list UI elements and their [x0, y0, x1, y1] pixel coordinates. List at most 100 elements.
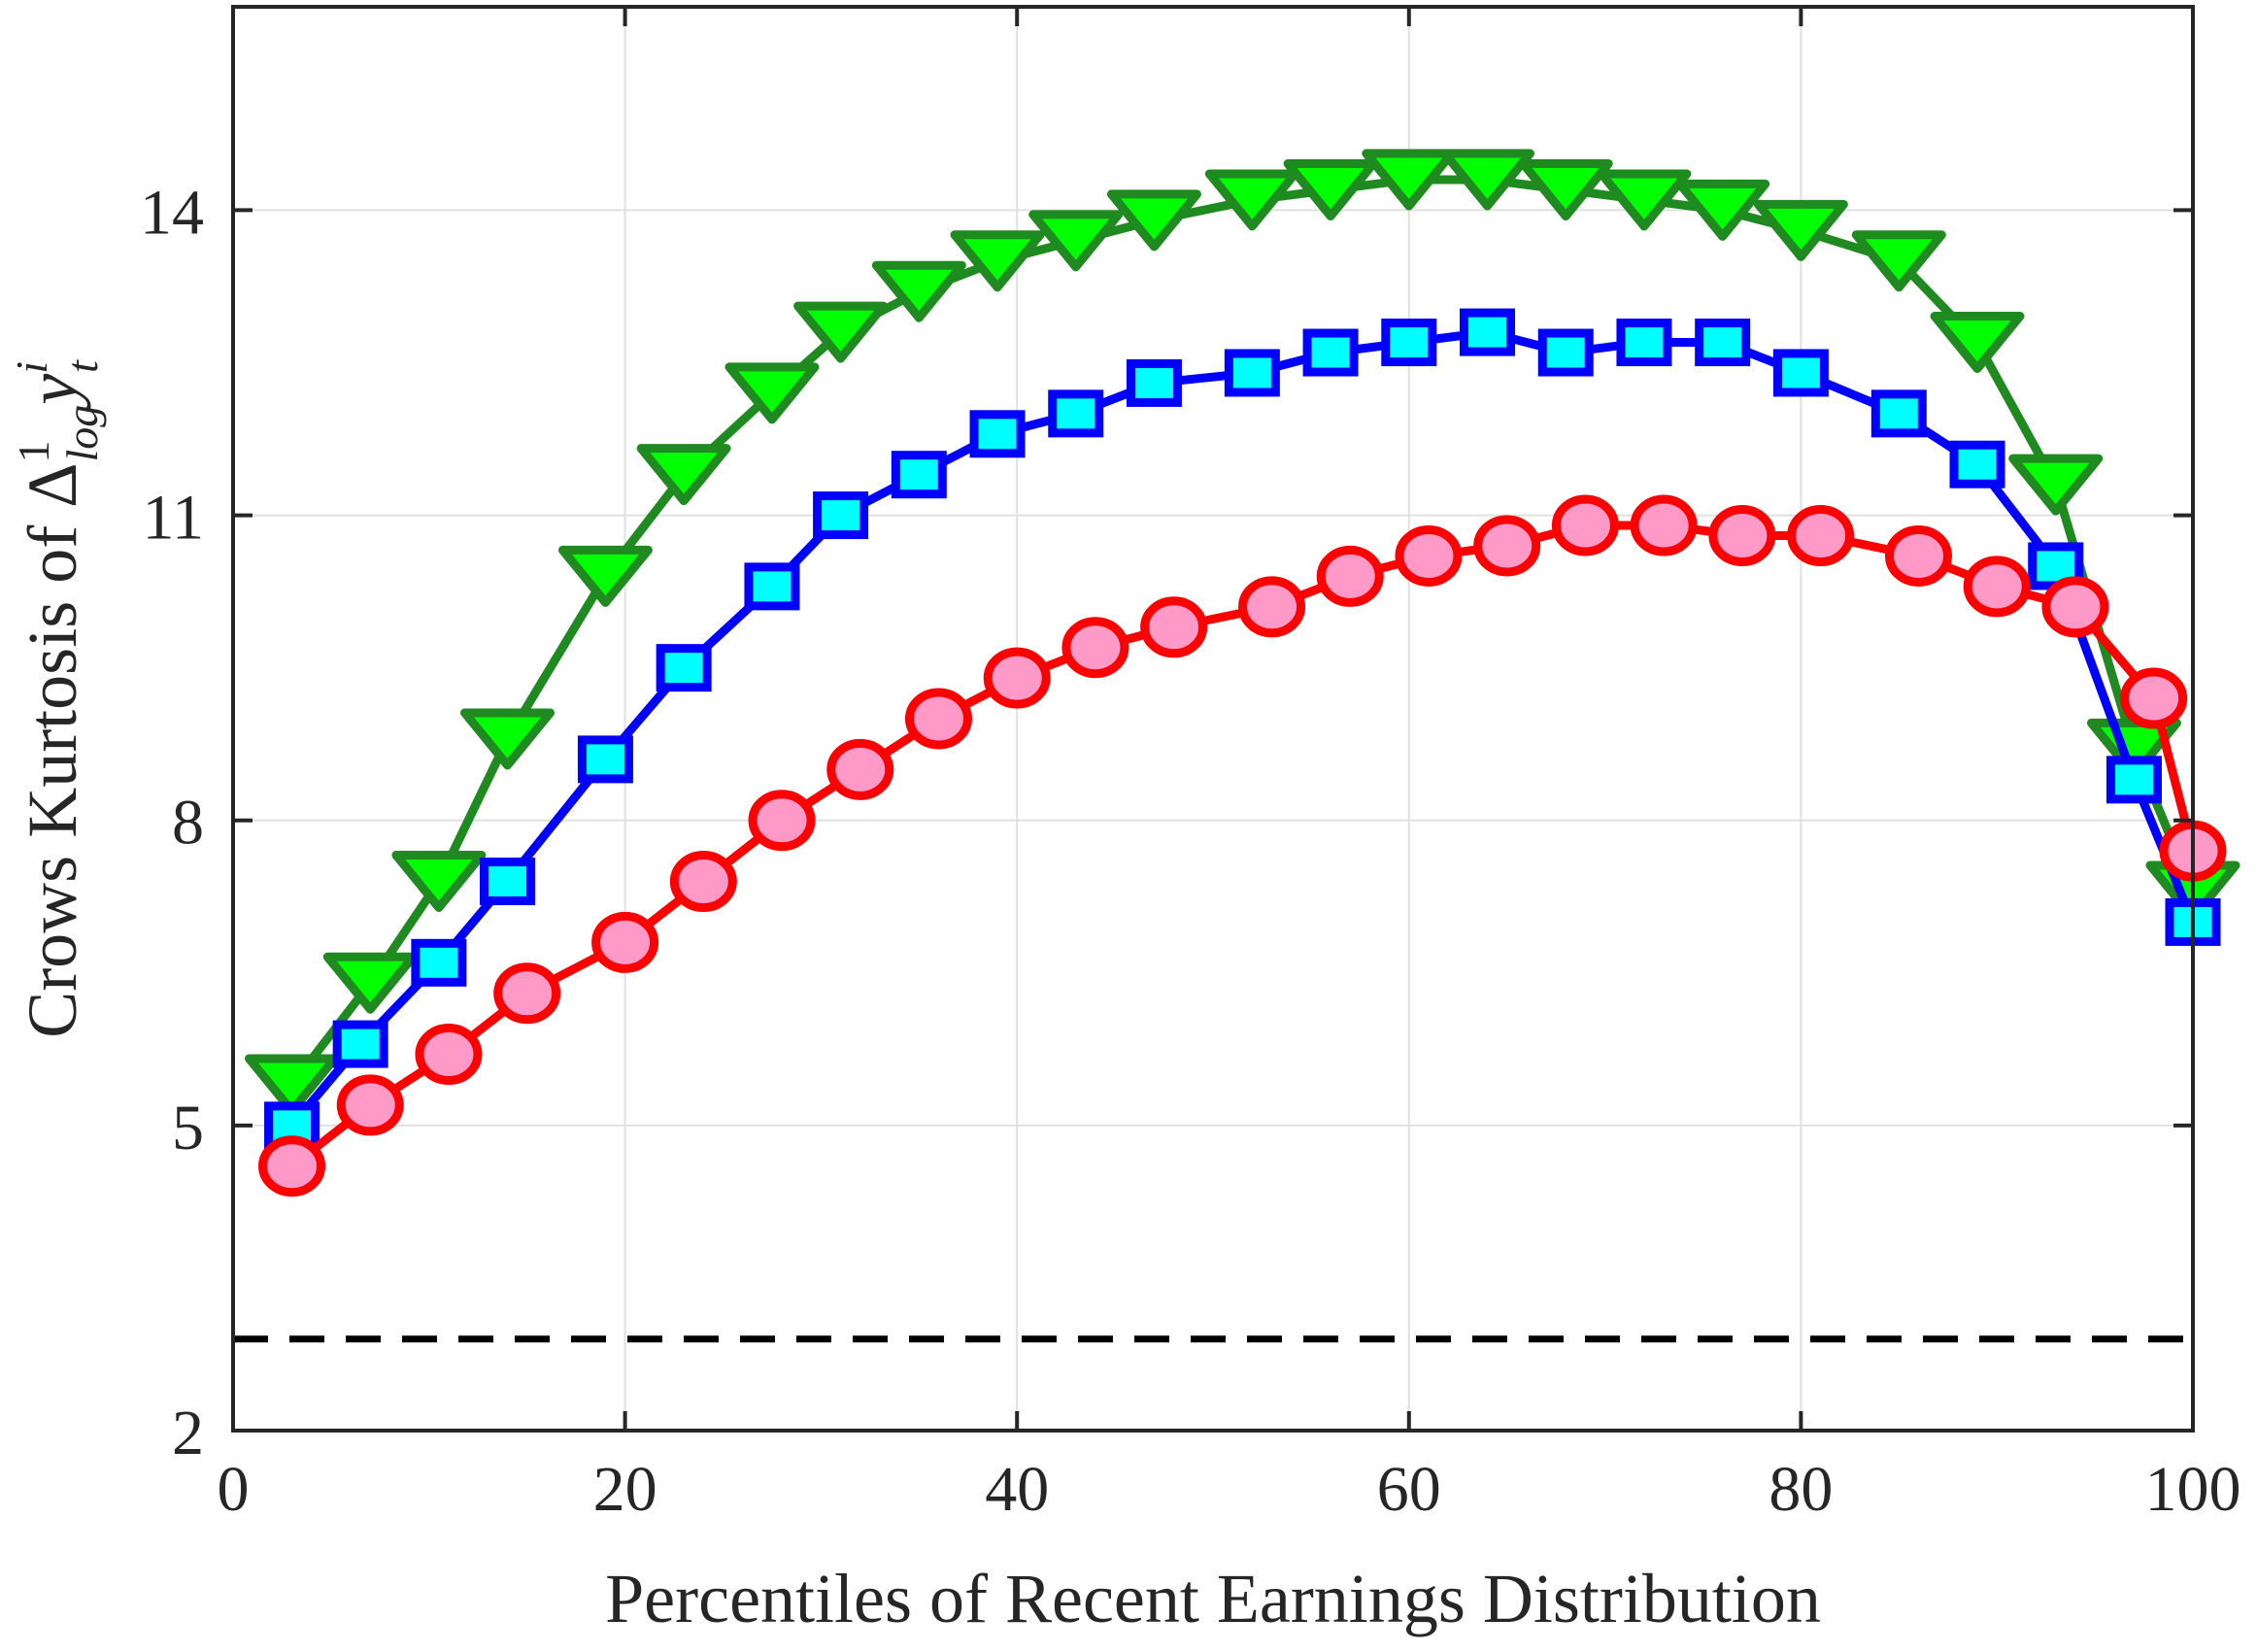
triangle-marker — [1930, 312, 2025, 374]
y-tick-label: 8 — [172, 788, 204, 859]
triangle-marker — [245, 1054, 340, 1116]
square-marker — [969, 410, 1026, 458]
square-marker — [891, 451, 947, 499]
square-marker — [1381, 319, 1437, 367]
y-tick-label: 5 — [172, 1093, 204, 1163]
y-tick-label: 14 — [140, 177, 204, 248]
triangle-marker — [1440, 149, 1535, 211]
y-tick-labels: 2 5 8 11 14 — [140, 177, 204, 1468]
triangle-marker — [1851, 230, 1946, 292]
square-marker — [1048, 389, 1104, 438]
circle-marker — [2120, 667, 2188, 729]
y-label-sup: 1 — [9, 440, 58, 462]
y-tick-label: 11 — [142, 483, 204, 554]
triangle-marker — [793, 301, 889, 363]
triangle-marker — [1362, 149, 1457, 211]
triangle-marker — [1283, 158, 1378, 220]
series-red-circles — [258, 494, 2227, 1197]
square-marker — [411, 938, 467, 987]
triangle-marker — [1518, 158, 1613, 220]
circle-marker — [983, 647, 1051, 709]
circle-marker — [1061, 617, 1129, 679]
circle-marker — [1884, 524, 1952, 587]
triangle-marker — [460, 708, 556, 770]
y-axis-label: Crows Kurtosis of Δ1logyit — [7, 359, 107, 1038]
square-marker — [332, 1020, 388, 1068]
circle-marker — [2041, 576, 2109, 638]
circle-marker — [1963, 556, 2031, 618]
y-label-prefix: Crows Kurtosis of — [14, 508, 91, 1038]
circle-marker — [904, 688, 972, 750]
square-marker — [1537, 328, 1594, 377]
square-marker — [1695, 319, 1751, 367]
circle-marker — [258, 1135, 326, 1197]
x-tick-labels: 0 20 40 60 80 100 — [218, 1454, 2241, 1525]
square-marker — [1949, 440, 2005, 489]
y-label-var: y — [14, 374, 91, 412]
triangle-marker — [1675, 179, 1770, 241]
square-marker — [656, 644, 712, 692]
x-tick-label: 0 — [218, 1454, 250, 1525]
axis-ticks — [231, 7, 2195, 1433]
circle-marker — [1551, 494, 1619, 556]
square-marker — [1772, 349, 1829, 397]
triangle-marker — [1106, 189, 1201, 252]
circle-marker — [1140, 596, 1208, 658]
triangle-marker — [322, 952, 418, 1014]
y-label-delta: Δ — [14, 462, 91, 507]
square-marker — [480, 858, 536, 906]
y-label-var-sub: t — [57, 359, 107, 373]
circle-marker — [1316, 545, 1384, 607]
circle-marker — [591, 911, 659, 973]
circle-marker — [336, 1074, 404, 1136]
circle-marker — [748, 790, 816, 852]
square-marker — [813, 491, 869, 540]
circle-marker — [415, 1024, 483, 1086]
triangle-marker — [1028, 210, 1124, 272]
triangle-marker — [1204, 169, 1299, 231]
circle-marker — [1473, 515, 1541, 577]
y-label-sub: log — [57, 405, 107, 462]
square-marker — [1126, 358, 1182, 407]
data-series — [245, 149, 2240, 1197]
axes-box — [231, 5, 2195, 1433]
triangle-marker — [1597, 169, 1692, 231]
triangle-marker — [1753, 199, 1848, 261]
triangle-marker — [724, 362, 820, 424]
x-axis-label: Percentiles of Recent Earnings Distribut… — [605, 1560, 1821, 1637]
square-marker — [2105, 756, 2162, 804]
series-green-triangles — [245, 149, 2240, 1116]
circle-marker — [669, 851, 737, 913]
square-marker — [744, 562, 800, 611]
x-tick-label: 80 — [1769, 1454, 1833, 1525]
circle-marker — [1787, 505, 1855, 567]
series-blue-squares — [264, 308, 2221, 1150]
x-tick-label: 20 — [593, 1454, 657, 1525]
circle-marker — [1238, 576, 1306, 638]
x-tick-label: 60 — [1377, 1454, 1441, 1525]
triangle-marker — [391, 851, 487, 913]
circle-marker — [1708, 505, 1776, 567]
y-label-var-sup: i — [7, 361, 56, 374]
circle-marker — [826, 738, 894, 800]
square-marker — [1616, 319, 1672, 367]
y-tick-label: 2 — [172, 1398, 204, 1468]
circle-marker — [1630, 494, 1698, 556]
x-tick-label: 100 — [2145, 1454, 2241, 1525]
triangle-marker — [871, 260, 966, 322]
square-marker — [1302, 328, 1359, 377]
triangle-marker — [557, 545, 653, 607]
circle-marker — [493, 962, 561, 1025]
square-marker — [1460, 308, 1516, 356]
triangle-marker — [950, 230, 1045, 292]
x-tick-label: 40 — [985, 1454, 1049, 1525]
series-line — [288, 327, 2198, 1129]
square-marker — [1224, 349, 1280, 397]
square-marker — [1870, 389, 1927, 438]
triangle-marker — [636, 444, 731, 506]
series-line — [287, 175, 2198, 1088]
triangle-marker — [2008, 454, 2104, 516]
square-marker — [577, 735, 633, 784]
circle-marker — [1395, 524, 1463, 587]
